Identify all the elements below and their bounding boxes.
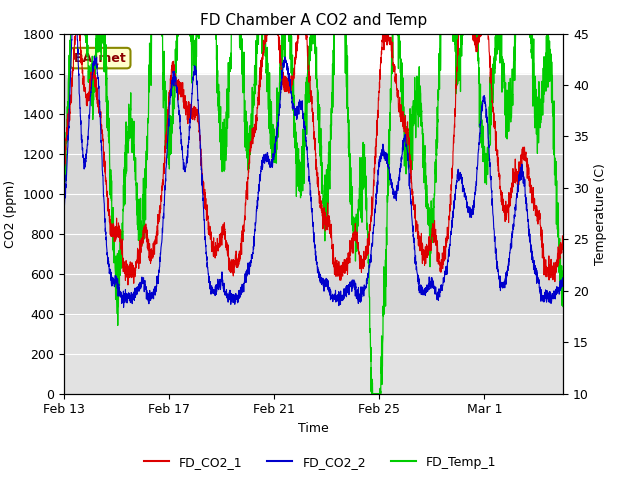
Title: FD Chamber A CO2 and Temp: FD Chamber A CO2 and Temp bbox=[200, 13, 428, 28]
Bar bbox=[64, 313, 563, 394]
Legend: FD_CO2_1, FD_CO2_2, FD_Temp_1: FD_CO2_1, FD_CO2_2, FD_Temp_1 bbox=[139, 451, 501, 474]
Y-axis label: CO2 (ppm): CO2 (ppm) bbox=[4, 180, 17, 248]
Bar bbox=[64, 73, 563, 313]
Y-axis label: Temperature (C): Temperature (C) bbox=[595, 163, 607, 264]
Text: BA_met: BA_met bbox=[74, 51, 127, 65]
X-axis label: Time: Time bbox=[298, 422, 329, 435]
